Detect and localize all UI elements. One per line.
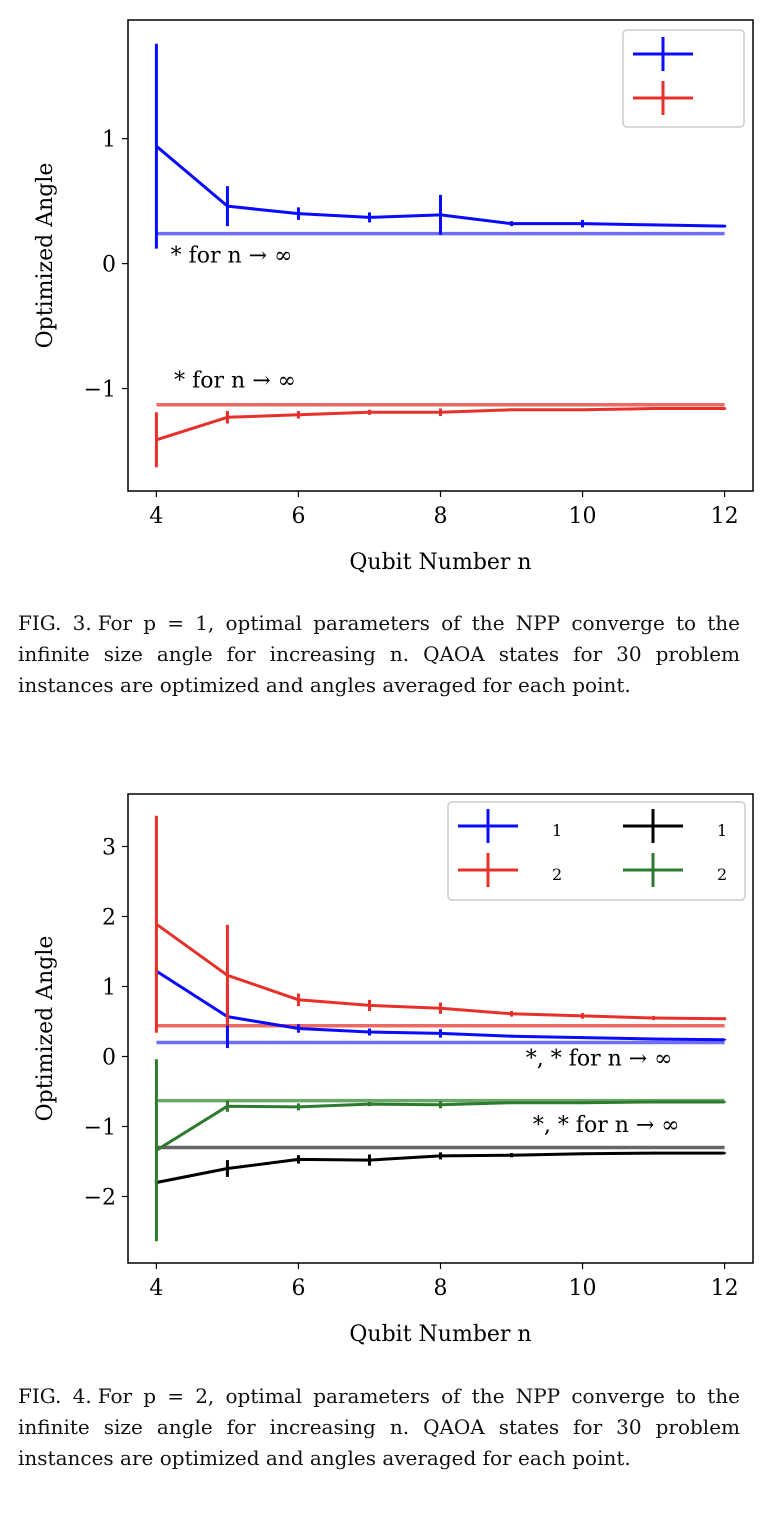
legend-box — [622, 29, 745, 128]
y-axis-label: Optimized Angle — [33, 936, 58, 1122]
y-tick-label: −2 — [84, 1186, 116, 1211]
x-tick-label: 10 — [569, 1276, 597, 1301]
x-axis-label: Qubit Number n — [349, 550, 531, 575]
x-axis-label: Qubit Number n — [349, 1322, 531, 1347]
legend-subscript: 2 — [717, 865, 727, 884]
legend-subscript: 1 — [552, 821, 562, 840]
legend-subscript: 2 — [552, 865, 562, 884]
figure-4-caption-text: For p = 2, optimal parameters of the NPP… — [18, 1384, 740, 1470]
annotation: * for n → ∞ — [171, 243, 293, 268]
y-tick-label: 1 — [102, 128, 116, 153]
x-tick-label: 8 — [434, 504, 448, 529]
annotation: * for n → ∞ — [174, 368, 296, 393]
y-axis-label: Optimized Angle — [33, 163, 58, 349]
y-tick-label: 3 — [102, 836, 116, 861]
figure-3-caption-label: FIG. 3. — [18, 611, 92, 635]
x-tick-label: 6 — [291, 1276, 305, 1301]
y-tick-label: −1 — [84, 1116, 116, 1141]
y-tick-label: 0 — [102, 1046, 116, 1071]
x-tick-label: 12 — [711, 504, 739, 529]
x-tick-label: 4 — [149, 504, 163, 529]
legend-subscript: 1 — [717, 821, 727, 840]
figure-3-caption: FIG. 3. For p = 1, optimal parameters of … — [18, 608, 740, 701]
figure-4-caption-label: FIG. 4. — [18, 1384, 92, 1408]
legend-box — [447, 801, 746, 901]
figure-4-caption: FIG. 4. For p = 2, optimal parameters of … — [18, 1381, 740, 1474]
y-tick-label: 2 — [102, 906, 116, 931]
y-tick-label: −1 — [84, 378, 116, 403]
x-tick-label: 12 — [711, 1276, 739, 1301]
annotation: *, * for n → ∞ — [533, 1113, 680, 1138]
x-tick-label: 8 — [434, 1276, 448, 1301]
figure-3-chart: 4 6 8 10 12 −1 0 1 Qubit Number n Optimized Angle… — [33, 19, 754, 575]
x-tick-label: 6 — [291, 504, 305, 529]
y-tick-label: 0 — [102, 253, 116, 278]
y-tick-label: 1 — [102, 976, 116, 1001]
x-tick-label: 10 — [569, 504, 597, 529]
x-tick-label: 4 — [149, 1276, 163, 1301]
annotation: *, * for n → ∞ — [526, 1047, 673, 1072]
figure-3-caption-text: For p = 1, optimal parameters of the NPP… — [18, 611, 740, 697]
